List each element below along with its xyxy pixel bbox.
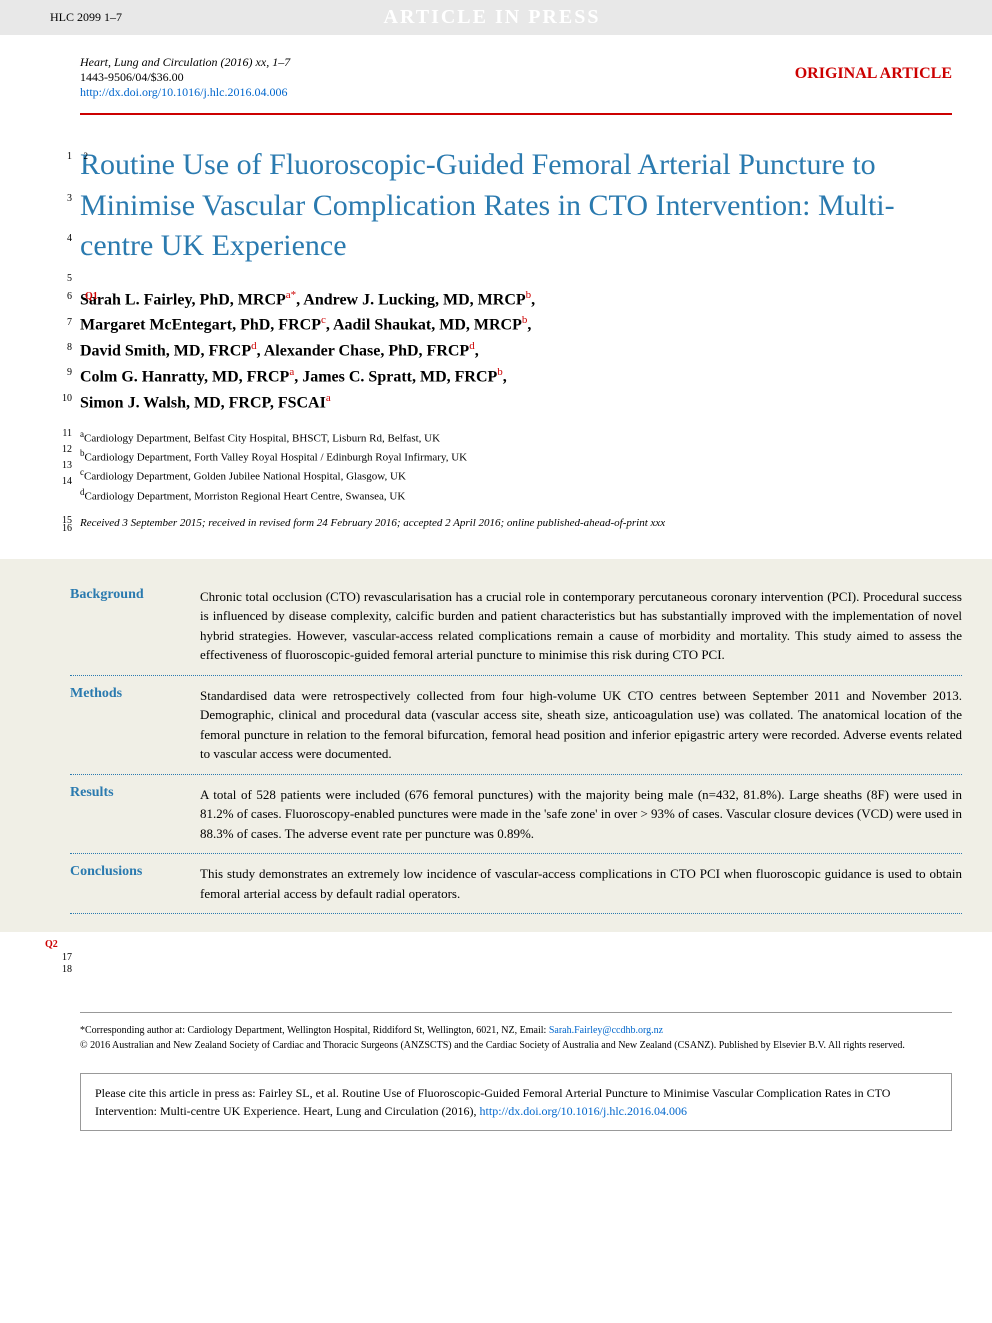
author: , Aadil Shaukat, MD, MRCP (326, 317, 522, 334)
author: , Andrew J. Lucking, MD, MRCP (296, 291, 526, 308)
author-affil-sup: a* (286, 289, 296, 301)
abstract-row-results: Results A total of 528 patients were inc… (70, 775, 962, 855)
line-number: 3 (52, 193, 72, 204)
article-in-press-banner: ARTICLE IN PRESS (122, 6, 862, 29)
line-number: 14 (52, 476, 72, 487)
line-number: 5 (52, 273, 72, 284)
author: Margaret McEntegart, PhD, FRCP (80, 317, 321, 334)
abstract-row-conclusions: Conclusions This study demonstrates an e… (70, 854, 962, 914)
abstract-text: Standardised data were retrospectively c… (200, 686, 962, 764)
affiliation: Cardiology Department, Golden Jubilee Na… (84, 471, 406, 483)
author: Colm G. Hanratty, MD, FRCP (80, 369, 289, 386)
author-affil-sup: d (469, 340, 475, 352)
line-number: 10 (52, 393, 72, 404)
author-affil-sup: a (326, 392, 331, 404)
affiliation: Cardiology Department, Belfast City Hosp… (84, 433, 440, 445)
header-left: HLC 2099 1–7 (50, 10, 122, 25)
line-number: 12 (52, 444, 72, 455)
corresponding-author-note: *Corresponding author at: Cardiology Dep… (80, 1025, 549, 1036)
query-marker-q1: Q1 (85, 291, 98, 302)
abstract-label: Results (70, 785, 200, 844)
footer-divider (80, 1012, 952, 1013)
line-number: 4 (52, 233, 72, 244)
affiliation: Cardiology Department, Forth Valley Roya… (85, 452, 468, 464)
affiliations-block: aCardiology Department, Belfast City Hos… (80, 428, 952, 505)
author-affil-sup: b (497, 366, 503, 378)
abstract-text: A total of 528 patients were included (6… (200, 785, 962, 844)
abstract-text: Chronic total occlusion (CTO) revascular… (200, 587, 962, 665)
author: David Smith, MD, FRCP (80, 343, 251, 360)
received-dates: Received 3 September 2015; received in r… (80, 517, 952, 529)
line-number: 2 (68, 151, 88, 161)
line-number: 17 (52, 952, 72, 963)
article-title: Routine Use of Fluoroscopic-Guided Femor… (80, 145, 952, 267)
abstract-row-background: Background Chronic total occlusion (CTO)… (70, 577, 962, 676)
abstract-row-methods: Methods Standardised data were retrospec… (70, 676, 962, 775)
author: , Alexander Chase, PhD, FRCP (257, 343, 470, 360)
line-number: 6 (52, 291, 72, 302)
page-header: HLC 2099 1–7 ARTICLE IN PRESS (0, 0, 992, 35)
abstract-label: Conclusions (70, 864, 200, 903)
line-number: 16 (52, 523, 72, 534)
abstract-label: Background (70, 587, 200, 665)
line-number: 18 (52, 964, 72, 975)
line-number: 13 (52, 460, 72, 471)
line-number: 8 (52, 342, 72, 353)
author-affil-sup: b (522, 314, 528, 326)
author: Simon J. Walsh, MD, FRCP, FSCAI (80, 395, 326, 412)
author-affil-sup: b (526, 289, 532, 301)
query-marker-q2: Q2 (45, 939, 58, 950)
citation-box: Please cite this article in press as: Fa… (80, 1073, 952, 1131)
footnotes-block: *Corresponding author at: Cardiology Dep… (80, 1023, 952, 1053)
corresponding-email-link[interactable]: Sarah.Fairley@ccdhb.org.nz (549, 1025, 663, 1036)
line-number: 11 (52, 428, 72, 439)
line-number: 7 (52, 317, 72, 328)
red-divider (80, 113, 952, 115)
line-number: 9 (52, 367, 72, 378)
abstract-text: This study demonstrates an extremely low… (200, 864, 962, 903)
affiliation: Cardiology Department, Morriston Regiona… (85, 490, 406, 502)
abstract-label: Methods (70, 686, 200, 764)
doi-link[interactable]: http://dx.doi.org/10.1016/j.hlc.2016.04.… (80, 85, 287, 99)
author: , James C. Spratt, MD, FRCP (294, 369, 497, 386)
copyright-notice: © 2016 Australian and New Zealand Societ… (80, 1038, 952, 1053)
authors-block: Sarah L. Fairley, PhD, MRCPa*, Andrew J.… (80, 287, 952, 417)
citation-doi-link[interactable]: http://dx.doi.org/10.1016/j.hlc.2016.04.… (480, 1104, 687, 1118)
author: Sarah L. Fairley, PhD, MRCP (80, 291, 286, 308)
abstract-section: Background Chronic total occlusion (CTO)… (0, 559, 992, 933)
